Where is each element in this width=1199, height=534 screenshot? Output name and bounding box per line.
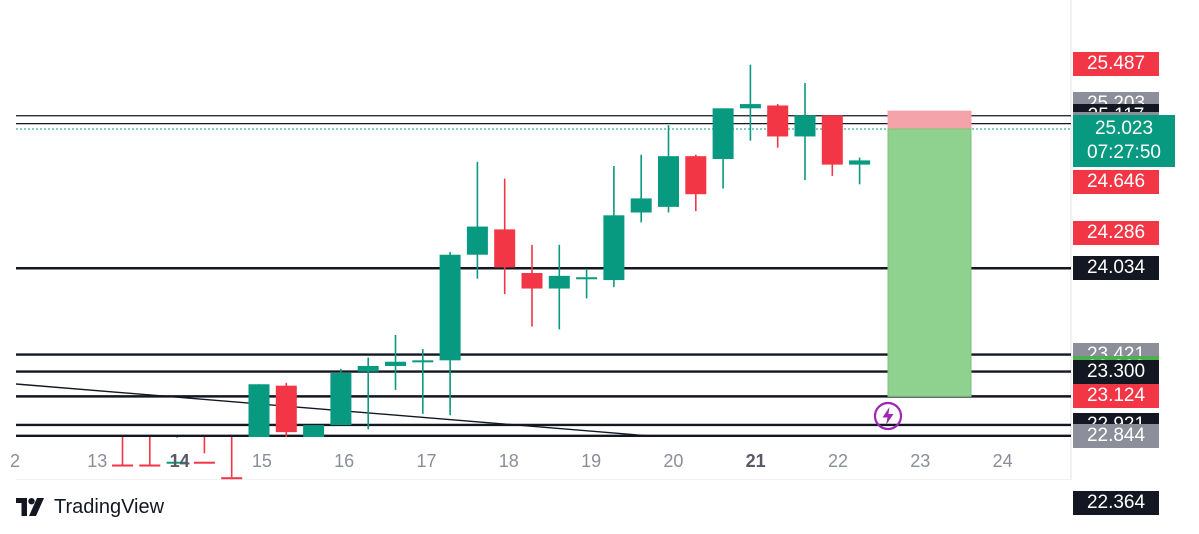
last-price-value: 25.023 bbox=[1094, 118, 1154, 139]
brand-name: TradingView bbox=[54, 495, 165, 518]
candle-body bbox=[576, 277, 598, 280]
date-label: 21 bbox=[745, 451, 766, 471]
candle-body bbox=[439, 254, 461, 361]
candle-body bbox=[112, 464, 133, 467]
price-tag: 25.487 bbox=[1073, 51, 1159, 76]
candle-body bbox=[248, 384, 270, 437]
candle-body bbox=[521, 273, 543, 289]
date-label: 22 bbox=[827, 451, 849, 471]
price-tag: 22.844 bbox=[1073, 423, 1159, 448]
candle-body bbox=[712, 108, 734, 159]
date-label: 16 bbox=[334, 451, 355, 471]
footer: TradingView bbox=[16, 494, 164, 520]
candle-body bbox=[849, 160, 871, 165]
date-label: 23 bbox=[910, 451, 931, 471]
chart-area[interactable] bbox=[0, 0, 1199, 480]
candle-body bbox=[548, 275, 570, 289]
candle-body bbox=[767, 105, 789, 137]
date-label: 14 bbox=[169, 451, 190, 471]
stop-loss-zone bbox=[887, 110, 972, 130]
date-label: 19 bbox=[581, 451, 602, 471]
take-profit-zone bbox=[887, 128, 972, 397]
tradingview-logo-icon bbox=[16, 498, 44, 516]
candle-body bbox=[466, 226, 488, 255]
candle-body bbox=[739, 104, 761, 109]
price-tag: 23.124 bbox=[1073, 384, 1159, 409]
candle-body bbox=[494, 229, 516, 268]
date-label: 17 bbox=[416, 451, 437, 471]
date-label: 24 bbox=[992, 451, 1013, 471]
price-tag: 24.646 bbox=[1073, 170, 1159, 195]
lightning-icon[interactable] bbox=[873, 401, 903, 431]
price-tag: 24.286 bbox=[1073, 220, 1159, 245]
candle-body bbox=[630, 198, 652, 213]
candle-body bbox=[139, 464, 161, 467]
date-label: 15 bbox=[251, 451, 272, 471]
date-label: 18 bbox=[498, 451, 519, 471]
candle-body bbox=[821, 115, 843, 165]
price-tag: 23.300 bbox=[1073, 359, 1159, 384]
candle-body bbox=[385, 361, 406, 366]
candle-body bbox=[794, 115, 816, 137]
price-tag: 22.364 bbox=[1073, 491, 1159, 516]
candle-body bbox=[658, 156, 679, 207]
candle-body bbox=[193, 461, 215, 464]
candle-body bbox=[275, 385, 297, 433]
candle-body bbox=[685, 156, 707, 195]
candle-body bbox=[603, 215, 625, 281]
date-label: 13 bbox=[87, 451, 108, 471]
candle-body bbox=[412, 360, 434, 363]
candle-body bbox=[303, 425, 325, 437]
date-label: 20 bbox=[663, 451, 684, 471]
countdown-timer: 07:27:50 bbox=[1087, 142, 1161, 163]
date-label: 2 bbox=[9, 451, 20, 471]
candle-body bbox=[357, 365, 379, 372]
price-tag: 24.034 bbox=[1073, 256, 1159, 281]
price-chart[interactable] bbox=[0, 0, 1199, 480]
candle-body bbox=[221, 477, 243, 480]
candle-body bbox=[330, 373, 352, 426]
last-price-tag: 25.023 07:27:50 bbox=[1073, 115, 1175, 167]
candle-body bbox=[166, 461, 188, 464]
